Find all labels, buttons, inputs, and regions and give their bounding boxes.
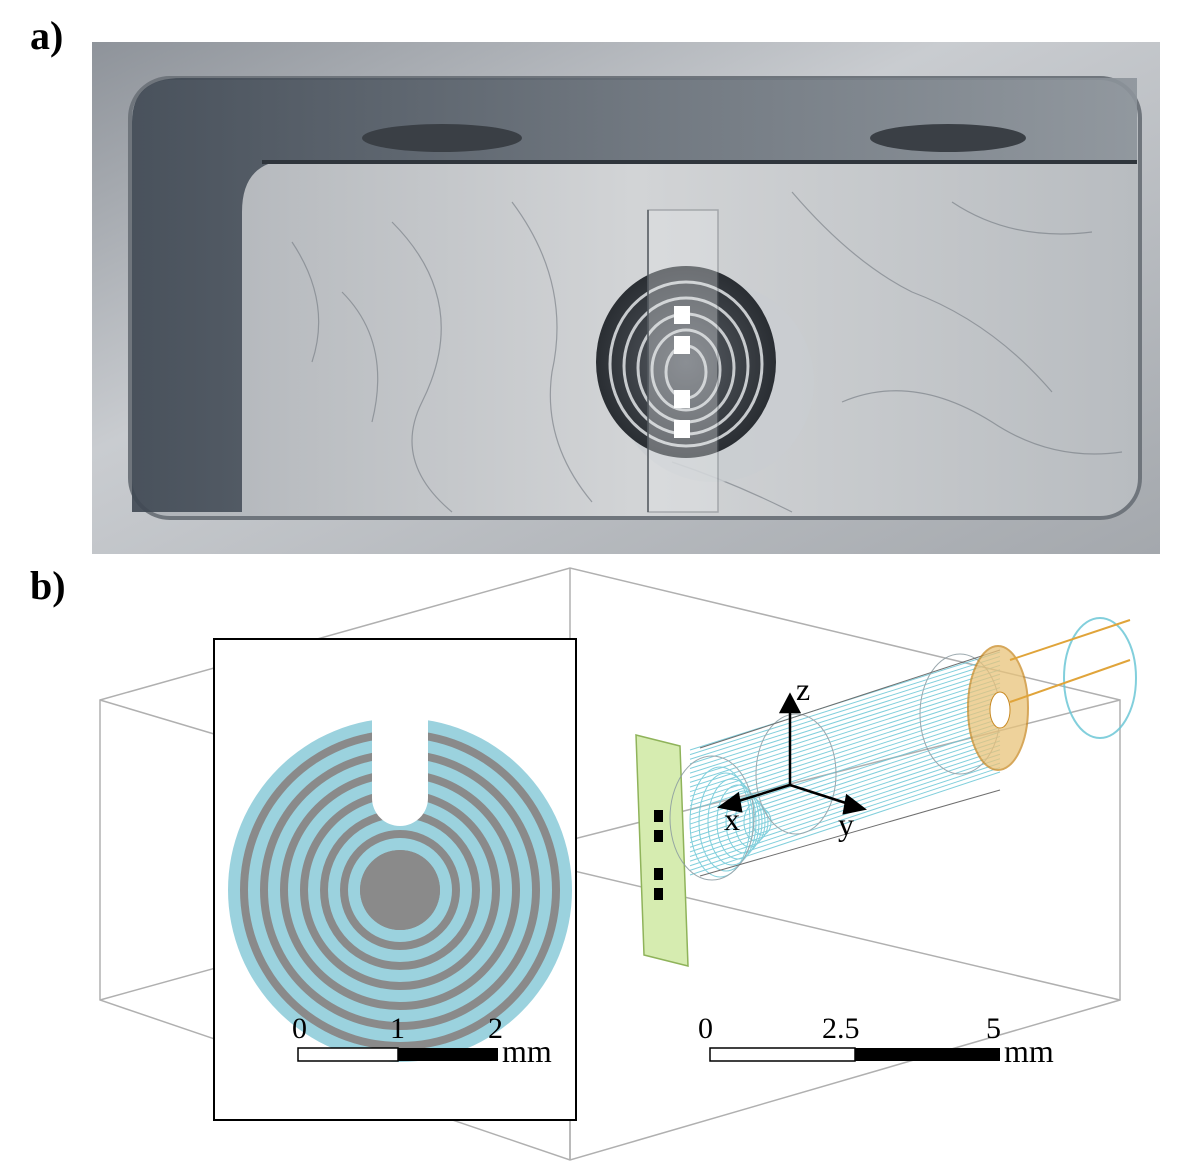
electrode-slot [372,650,428,798]
field-line [689,669,1001,769]
orange-ring [967,619,1131,771]
electrode-rings [228,718,572,1062]
inset-scale-bar: 0 1 2 mm [292,1012,552,1069]
field-line [689,687,1001,788]
field-line [689,771,1001,876]
sample-plate [635,734,689,967]
field-loop [725,790,763,854]
axis-label-z: z [796,671,810,707]
field-loop [743,802,769,842]
field-line [689,744,1001,848]
field-line [689,695,1001,797]
axis-label-y: y [838,806,854,842]
crack-texture [291,191,1123,513]
field-line [689,691,1001,793]
field-loop [707,778,757,866]
field-loop [752,808,772,836]
main-scale-tick-1: 2.5 [822,1012,860,1045]
mount-hole-right [870,124,1026,152]
electrode-core [360,850,440,930]
sample-strip [647,209,719,513]
field-line [689,700,1001,802]
main-scale-tick-0: 0 [698,1012,713,1045]
main-scale-bar: 0 2.5 5 mm [698,1012,1054,1069]
field-line [689,713,1001,816]
field-line [689,704,1001,807]
inset-scale-tick-1: 1 [390,1012,405,1045]
field-line [689,722,1001,825]
axis-label-x: x [724,801,740,837]
field-line [689,709,1001,811]
field-loop [716,784,760,860]
electrode-inset [213,638,577,1121]
field-loop [689,766,751,878]
field-line [689,673,1001,774]
field-line [689,678,1001,779]
field-line [689,655,1001,756]
field-line [689,731,1001,834]
cavity-photo [92,42,1160,554]
field-lines [669,617,1137,881]
electrode-well [596,266,814,482]
field-line [689,735,1001,839]
field-line [689,762,1001,867]
field-line [689,664,1001,765]
field-line [689,660,1001,760]
mount-hole-left [362,124,522,152]
main-scale-tick-2: 5 [986,1012,1001,1045]
panel-b-label: b) [30,563,66,608]
main-scale-unit: mm [1004,1033,1054,1069]
inset-scale-tick-2: 2 [488,1012,503,1045]
coordinate-axes [716,692,867,815]
field-line [689,740,1001,844]
inset-scale-unit: mm [502,1033,552,1069]
field-line [689,718,1001,820]
simulation-render: 0 1 2 mm z x y [99,567,1137,1161]
field-line [689,682,1001,783]
inset-scale-tick-0: 0 [292,1012,307,1045]
cavity-wall [132,78,1137,512]
panel-a-label: a) [30,13,64,58]
